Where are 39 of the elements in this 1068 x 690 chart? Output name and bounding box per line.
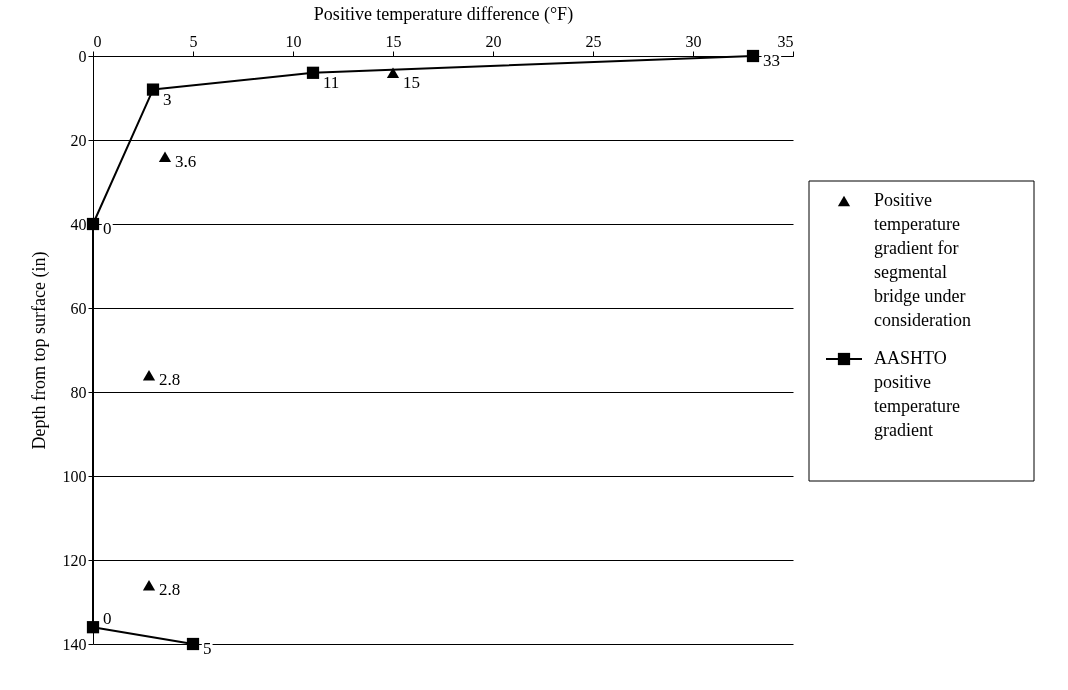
- annotation: 15: [403, 72, 420, 92]
- x-axis-title: Positive temperature difference (°F): [313, 3, 574, 25]
- y-tick-label: 120: [62, 551, 87, 569]
- annotation: 2.8: [159, 370, 181, 390]
- point: [746, 49, 760, 63]
- point: [142, 579, 156, 591]
- y-tick-label: 80: [70, 383, 87, 401]
- x-tick-label: 20: [485, 32, 502, 50]
- x-tick-label: 5: [189, 32, 198, 50]
- annotation: 11: [323, 72, 340, 92]
- point: [146, 83, 160, 96]
- y-tick-label: 0: [78, 47, 87, 65]
- y-tick-label: 40: [70, 215, 87, 233]
- legend-label: AASHTO positive temperature gradient: [874, 348, 960, 440]
- x-tick-label: 15: [385, 32, 402, 50]
- y-tick-label: 20: [70, 131, 87, 149]
- y-tick-label: 100: [62, 467, 87, 485]
- annotation: 0: [103, 219, 112, 238]
- annotation: 3.6: [175, 151, 197, 171]
- point: [86, 217, 100, 231]
- y-tick-label: 140: [62, 635, 87, 653]
- point: [158, 151, 172, 163]
- x-tick-label: 35: [777, 32, 794, 50]
- point: [306, 66, 320, 79]
- point: [186, 637, 200, 651]
- legend-label: Positive temperature gradient for segmental bridge under consideration: [874, 190, 971, 330]
- annotation: 2.8: [159, 580, 181, 600]
- y-axis-title: Depth from top surface (in): [28, 251, 50, 450]
- point: [86, 621, 100, 634]
- x-tick-label: 25: [585, 32, 602, 50]
- x-tick-label: 10: [285, 32, 302, 50]
- annotation: 3: [163, 89, 172, 109]
- annotation: 0: [103, 609, 112, 629]
- annotation: 33: [763, 51, 780, 70]
- point: [142, 369, 156, 381]
- x-tick-label: 0: [93, 32, 102, 50]
- x-tick-label: 30: [685, 32, 702, 50]
- annotation: 5: [203, 639, 212, 658]
- y-tick-label: 60: [70, 299, 87, 317]
